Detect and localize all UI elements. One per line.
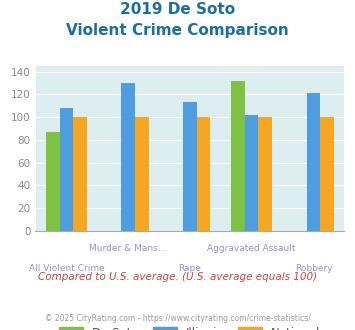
Text: 2019 De Soto: 2019 De Soto xyxy=(120,2,235,16)
Bar xyxy=(258,117,272,231)
Bar xyxy=(307,93,320,231)
Bar xyxy=(135,117,148,231)
Legend: De Soto, Illinois, National: De Soto, Illinois, National xyxy=(55,323,325,330)
Bar xyxy=(320,117,334,231)
Bar xyxy=(73,117,87,231)
Text: Murder & Mans...: Murder & Mans... xyxy=(89,244,167,253)
Text: Rape: Rape xyxy=(179,264,201,273)
Text: Compared to U.S. average. (U.S. average equals 100): Compared to U.S. average. (U.S. average … xyxy=(38,272,317,282)
Bar xyxy=(197,117,210,231)
Text: All Violent Crime: All Violent Crime xyxy=(28,264,104,273)
Bar xyxy=(183,102,197,231)
Text: © 2025 CityRating.com - https://www.cityrating.com/crime-statistics/: © 2025 CityRating.com - https://www.city… xyxy=(45,314,310,323)
Bar xyxy=(60,108,73,231)
Bar xyxy=(46,132,60,231)
Bar xyxy=(245,115,258,231)
Bar xyxy=(121,83,135,231)
Bar xyxy=(231,81,245,231)
Text: Violent Crime Comparison: Violent Crime Comparison xyxy=(66,23,289,38)
Text: Robbery: Robbery xyxy=(295,264,332,273)
Text: Aggravated Assault: Aggravated Assault xyxy=(207,244,296,253)
